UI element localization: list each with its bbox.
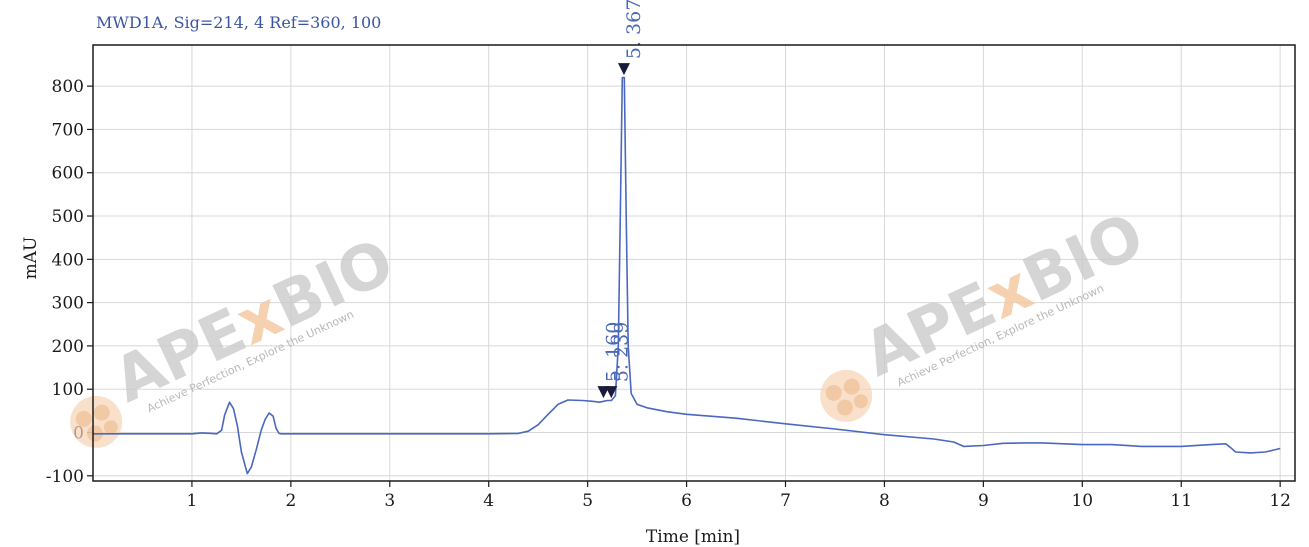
watermark-brand: APExBIO [853,198,1155,390]
peak-retention-label: 5. 160 [602,322,624,382]
x-tick-label: 9 [978,491,989,511]
x-tick-label: 12 [1269,491,1291,511]
x-tick-label: 2 [285,491,296,511]
peak-retention-label: 5. 239 [610,322,632,382]
x-tick-label: 3 [384,491,395,511]
y-tick-label: 400 [52,250,84,270]
x-axis-title: Time [min] [646,527,740,547]
y-tick-label: 700 [52,120,84,140]
y-tick-label: 600 [52,164,84,184]
x-tick-label: 1 [187,491,198,511]
peak-marker-icon [597,386,610,399]
x-tick-label: 7 [780,491,791,511]
x-tick-label: 4 [483,491,494,511]
plot-frame [92,44,1296,482]
y-tick-label: 200 [52,337,84,357]
chromatogram-trace [93,76,1281,475]
peak-marker-icon [605,386,618,399]
y-axis-ticks: -1000100200300400500600700800 [46,77,93,487]
y-tick-label: 500 [52,207,84,227]
logo-blob-icon [820,369,873,422]
y-tick-label: -100 [46,467,84,487]
x-tick-label: 5 [582,491,593,511]
logo-blob-icon [70,395,123,448]
peak-retention-label: 5. 367 [623,0,645,59]
x-axis-ticks: 1 2 3 4 5 6 7 8 9 10 11 12 [187,481,1291,511]
peak-marker-icon [617,63,630,76]
watermark-right: APExBIO Achieve Perfection, Explore the … [820,198,1155,422]
signal-title: MWD1A, Sig=214, 4 Ref=360, 100 [96,13,381,32]
y-tick-label: 800 [52,77,84,97]
x-tick-label: 8 [879,491,890,511]
grid [93,45,1295,481]
y-tick-label: 100 [52,380,84,400]
x-tick-label: 6 [681,491,692,511]
y-axis-title: mAU [21,237,41,280]
x-tick-label: 11 [1170,491,1192,511]
x-tick-label: 10 [1071,491,1093,511]
y-tick-label: 300 [52,294,84,314]
watermark-brand: APExBIO [103,224,405,416]
